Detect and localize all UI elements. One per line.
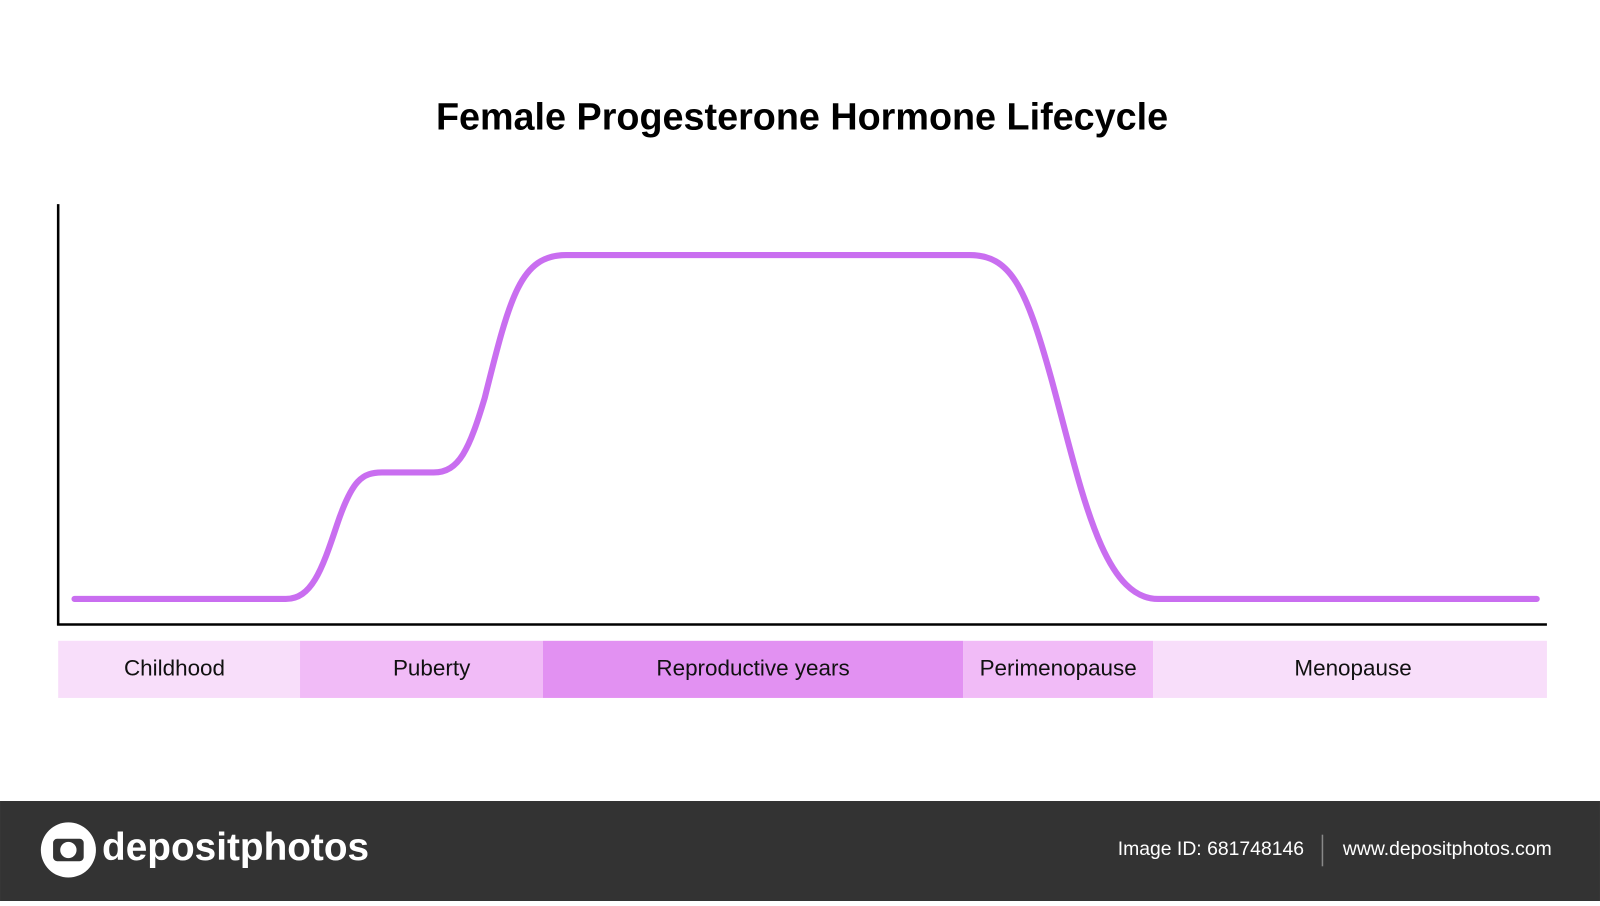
stage-label: Menopause: [1294, 655, 1411, 680]
image-id: Image ID: 681748146: [1118, 838, 1304, 860]
footer-bar: [0, 801, 1600, 901]
stage-band: [58, 640, 301, 698]
stage-band: [1153, 640, 1547, 698]
title: Female Progesterone Hormone Lifecycle: [436, 95, 1168, 137]
site-url: www.depositphotos.com: [1342, 838, 1552, 860]
stage-label: Reproductive years: [656, 655, 849, 680]
stage-label: Puberty: [393, 655, 471, 680]
logo-lens: [60, 841, 77, 859]
stage-band: [300, 640, 543, 698]
hormone-curve: [71, 252, 1540, 603]
stage-band: [963, 640, 1154, 698]
stage-band: [542, 640, 964, 698]
brand: depositphotos: [102, 826, 369, 869]
stage-label: Perimenopause: [980, 655, 1137, 680]
stage-label: Childhood: [124, 655, 225, 680]
